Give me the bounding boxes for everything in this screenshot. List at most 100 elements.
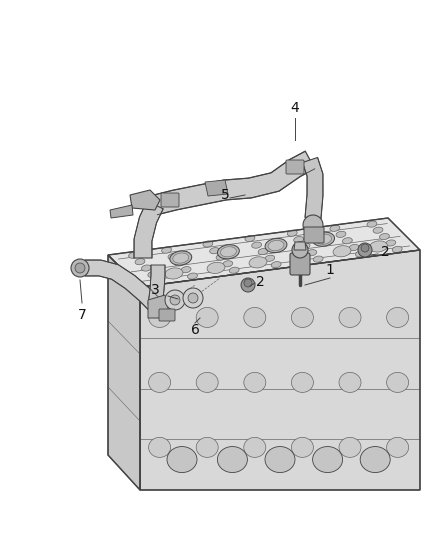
Circle shape [241, 278, 255, 292]
Circle shape [170, 295, 180, 305]
Ellipse shape [339, 438, 361, 457]
Ellipse shape [244, 373, 266, 392]
Ellipse shape [343, 238, 352, 244]
FancyBboxPatch shape [161, 193, 179, 207]
Ellipse shape [339, 308, 361, 327]
Polygon shape [148, 295, 168, 318]
Ellipse shape [265, 238, 287, 253]
Ellipse shape [154, 278, 164, 284]
Ellipse shape [370, 241, 387, 252]
Polygon shape [130, 190, 160, 210]
Ellipse shape [367, 221, 377, 227]
Ellipse shape [379, 233, 389, 240]
Text: 7: 7 [78, 308, 86, 322]
Ellipse shape [356, 251, 365, 257]
Ellipse shape [313, 232, 335, 246]
Ellipse shape [148, 438, 170, 457]
Polygon shape [108, 255, 140, 490]
Ellipse shape [265, 447, 295, 473]
Ellipse shape [392, 246, 402, 253]
Text: 5: 5 [221, 188, 230, 202]
Ellipse shape [220, 247, 237, 257]
Ellipse shape [360, 447, 390, 473]
Ellipse shape [174, 260, 184, 266]
Ellipse shape [307, 249, 317, 256]
Ellipse shape [387, 438, 409, 457]
Polygon shape [302, 157, 323, 219]
Polygon shape [134, 201, 163, 258]
Ellipse shape [210, 248, 219, 254]
Ellipse shape [162, 247, 172, 253]
Ellipse shape [291, 308, 314, 327]
Ellipse shape [217, 245, 239, 259]
Ellipse shape [196, 373, 218, 392]
Ellipse shape [168, 254, 178, 260]
Ellipse shape [316, 234, 332, 244]
Ellipse shape [313, 256, 323, 262]
Ellipse shape [271, 262, 281, 268]
Ellipse shape [265, 255, 275, 261]
Ellipse shape [196, 308, 218, 327]
Ellipse shape [203, 241, 213, 247]
Ellipse shape [313, 447, 343, 473]
Circle shape [358, 243, 372, 257]
Ellipse shape [173, 253, 189, 263]
Ellipse shape [148, 308, 170, 327]
Ellipse shape [249, 257, 267, 268]
Ellipse shape [187, 273, 198, 279]
Ellipse shape [268, 240, 284, 251]
Ellipse shape [373, 227, 383, 233]
Ellipse shape [135, 259, 145, 265]
Ellipse shape [196, 438, 218, 457]
Ellipse shape [294, 237, 304, 243]
Text: 6: 6 [191, 323, 199, 337]
Text: 2: 2 [381, 245, 389, 259]
Ellipse shape [129, 252, 138, 259]
Polygon shape [85, 260, 161, 311]
Circle shape [244, 279, 252, 287]
Ellipse shape [148, 373, 170, 392]
Ellipse shape [333, 246, 351, 257]
Circle shape [165, 290, 185, 310]
Ellipse shape [244, 308, 266, 327]
Circle shape [361, 244, 369, 252]
Circle shape [183, 288, 203, 308]
Ellipse shape [141, 265, 152, 271]
Ellipse shape [148, 271, 158, 278]
Circle shape [292, 242, 308, 258]
Ellipse shape [207, 262, 225, 273]
Ellipse shape [258, 248, 268, 255]
Ellipse shape [336, 231, 346, 237]
Ellipse shape [291, 251, 309, 262]
Circle shape [71, 259, 89, 277]
Ellipse shape [291, 373, 314, 392]
Ellipse shape [223, 261, 233, 267]
Ellipse shape [387, 308, 409, 327]
Circle shape [75, 263, 85, 273]
Ellipse shape [330, 225, 340, 231]
Polygon shape [108, 218, 420, 287]
Text: 2: 2 [256, 275, 265, 289]
Polygon shape [294, 242, 306, 250]
Text: 1: 1 [325, 263, 335, 277]
Polygon shape [152, 151, 315, 215]
Circle shape [303, 215, 323, 235]
Polygon shape [205, 180, 228, 196]
FancyBboxPatch shape [159, 309, 175, 321]
Ellipse shape [387, 373, 409, 392]
FancyBboxPatch shape [290, 253, 310, 275]
Text: 3: 3 [151, 283, 159, 297]
Ellipse shape [245, 236, 255, 241]
Polygon shape [110, 205, 133, 218]
Polygon shape [140, 250, 420, 490]
Ellipse shape [252, 242, 261, 248]
FancyBboxPatch shape [286, 160, 304, 174]
Ellipse shape [216, 254, 226, 260]
Ellipse shape [287, 230, 297, 236]
Ellipse shape [229, 267, 239, 273]
Ellipse shape [339, 373, 361, 392]
FancyBboxPatch shape [304, 227, 324, 243]
Text: 4: 4 [291, 101, 300, 115]
Polygon shape [148, 265, 165, 306]
Ellipse shape [386, 240, 396, 246]
